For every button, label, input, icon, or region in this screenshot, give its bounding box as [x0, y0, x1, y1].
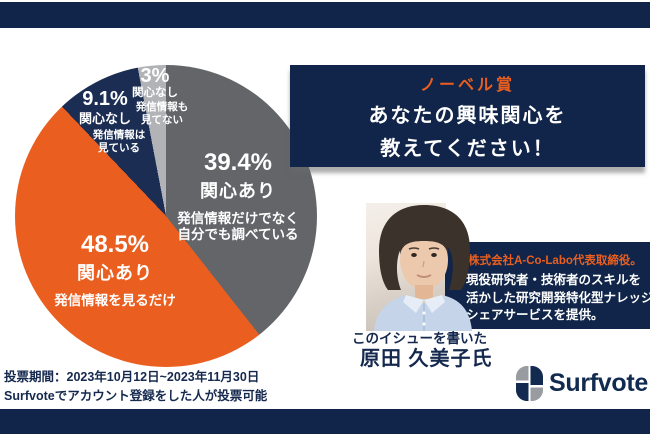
pie-label-interested-view-only: 48.5% 関心あり 発信情報を見るだけ	[45, 232, 185, 309]
question-title-box: ノーベル賞 あなたの興味関心を 教えてください！	[290, 65, 645, 167]
author-role-title: 株式会社A-Co-Labo代表取締役。	[468, 255, 642, 267]
slice-percent: 39.4%	[203, 149, 273, 176]
pie-label-not-interested-no-info: 3% 関心なし 発信情報も 見てない	[118, 66, 192, 126]
slice-category: 関心なし	[78, 111, 131, 126]
slice-sublabel-line1: 発信情報も	[135, 101, 189, 113]
author-role-line1: 現役研究者・技術者のスキルを	[466, 273, 642, 287]
author-role-line3: シェアサービスを提供。	[466, 308, 604, 322]
surfvote-logo-text: Surfvote	[549, 369, 649, 397]
question-line1: あなたの興味関心を	[368, 105, 567, 127]
slice-sublabel: 発信情報も 見てない	[118, 101, 192, 126]
author-role-line2: 活かした研究開発特化型ナレッジ	[466, 290, 650, 305]
top-accent-bar	[0, 2, 650, 28]
bottom-accent-bar	[0, 409, 650, 434]
slice-sublabel-line2: 見てない	[141, 113, 183, 126]
slice-percent: 9.1%	[82, 88, 128, 110]
author-role-box: 株式会社A-Co-Labo代表取締役。 現役研究者・技術者のスキルを 活かした研…	[445, 242, 650, 329]
pie-chart	[15, 65, 317, 367]
slice-sublabel-line2: 自分でも調べている	[177, 226, 299, 242]
slice-category: 関心なし	[132, 87, 178, 99]
slice-percent: 48.5%	[80, 231, 150, 258]
slice-percent: 3%	[140, 65, 170, 87]
surfvote-logo: Surfvote	[516, 366, 648, 401]
vote-period: 投票期間：2023年10月12日~2023年11月30日	[4, 370, 260, 384]
slice-category: 関心あり	[77, 263, 153, 283]
slice-category: 関心あり	[200, 181, 276, 201]
author-photo	[366, 203, 472, 331]
person-illustration	[374, 205, 472, 331]
vote-eligibility: Surfvoteでアカウント登録をした人が投票可能	[4, 389, 268, 403]
slice-sublabel: 発信情報は 見ている	[57, 129, 153, 154]
question-line2: 教えてください！	[380, 138, 555, 160]
surfvote-logo-icon	[516, 366, 543, 401]
pie-label-interested-research: 39.4% 関心あり 発信情報だけでなく 自分でも調べている	[168, 150, 308, 242]
pie-label-not-interested-sees-info: 9.1% 関心なし 発信情報は 見ている	[57, 88, 153, 154]
slice-sublabel-line1: 発信情報だけでなく	[177, 211, 299, 226]
topic-tag: ノーベル賞	[419, 77, 515, 94]
author-caption: このイシューを書いた	[352, 331, 487, 346]
slice-sublabel-line1: 発信情報は	[92, 129, 146, 141]
author-name: 原田 久美子氏	[360, 348, 493, 370]
vote-info: 投票期間：2023年10月12日~2023年11月30日 Surfvoteでアカ…	[4, 368, 267, 406]
slice-sublabel-line1: 発信情報を見るだけ	[54, 293, 176, 308]
slice-sublabel-line2: 見ている	[98, 141, 140, 154]
